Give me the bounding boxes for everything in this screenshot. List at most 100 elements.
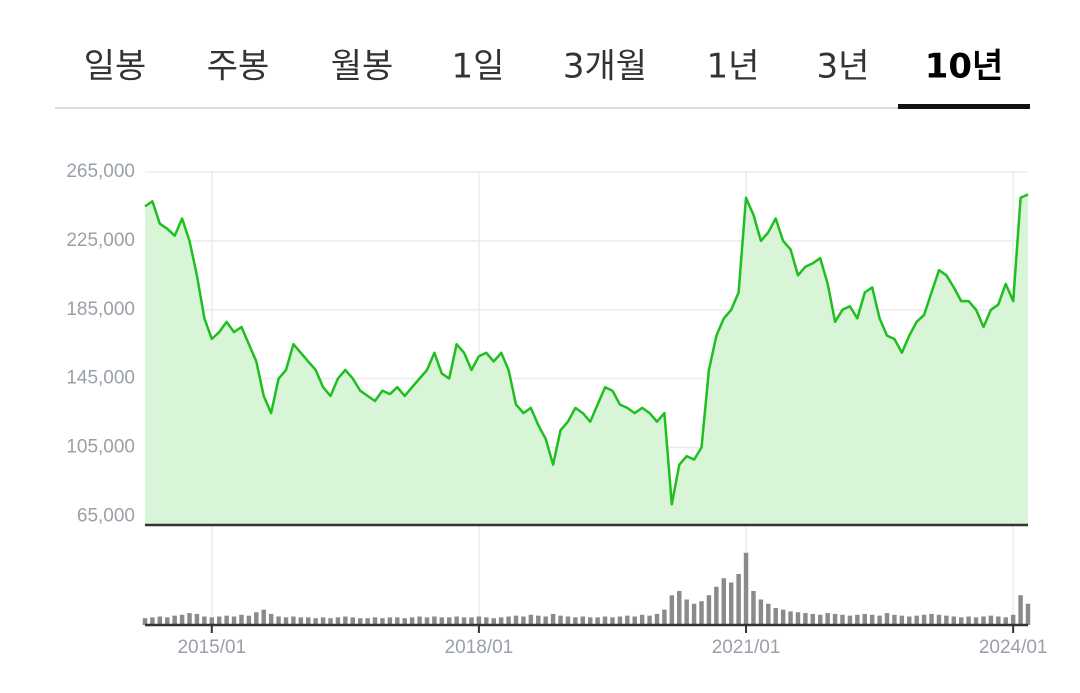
volume-bar — [513, 615, 519, 625]
volume-bar — [736, 574, 741, 625]
volume-bar — [357, 618, 363, 625]
volume-bar — [424, 617, 430, 625]
volume-bar — [721, 578, 726, 625]
volume-bar — [558, 615, 563, 625]
tab[interactable]: 월봉 — [331, 47, 394, 87]
volume-bar — [395, 617, 400, 625]
volume-bar — [691, 603, 697, 625]
volume-bar — [1018, 595, 1023, 625]
volume-bar — [632, 616, 637, 625]
y-tick-label: 105,000 — [66, 437, 135, 458]
volume-bar — [595, 617, 600, 625]
tab[interactable]: 일봉 — [84, 47, 147, 87]
volume-bar — [973, 617, 979, 625]
volume-bar — [669, 595, 675, 625]
volume-bar — [803, 613, 808, 625]
volume-bar — [565, 616, 571, 625]
tab[interactable]: 3년 — [817, 47, 870, 87]
price-area — [145, 194, 1028, 525]
y-tick-label: 185,000 — [66, 299, 135, 320]
volume-bar — [573, 617, 578, 625]
volume-bar — [165, 617, 170, 625]
volume-bar — [877, 615, 882, 625]
volume-bar — [788, 611, 793, 625]
volume-bar — [536, 615, 541, 625]
volume-bar — [402, 618, 407, 625]
volume-bar — [276, 616, 281, 625]
y-tick-label: 145,000 — [66, 368, 135, 389]
volume-bar — [239, 614, 244, 625]
volume-bar — [602, 616, 608, 625]
volume-bar — [350, 617, 355, 625]
volume-bar — [283, 617, 289, 625]
volume-bar — [179, 614, 185, 625]
volume-bar — [677, 591, 682, 625]
tab[interactable]: 10년 — [925, 47, 1004, 87]
volume-bar — [847, 615, 853, 625]
volume-bar — [996, 616, 1001, 625]
volume-bar — [684, 599, 689, 625]
volume-bar — [372, 617, 378, 625]
volume-bar — [194, 613, 200, 625]
volume-bar — [773, 608, 778, 625]
volume-bar — [439, 617, 445, 625]
volume-bar — [298, 617, 304, 625]
volume-bar — [380, 618, 385, 625]
volume-bar — [231, 616, 237, 625]
volume-bar — [216, 616, 222, 625]
volume-bar — [142, 618, 148, 625]
volume-bar — [825, 613, 830, 625]
volume-bar — [699, 601, 704, 625]
volume-bar — [246, 615, 252, 625]
volume-bar — [335, 617, 341, 625]
volume-bar — [1010, 614, 1016, 625]
volume-bar — [187, 613, 192, 625]
volume-bar — [617, 616, 623, 625]
volume-bar — [469, 617, 474, 625]
tab[interactable]: 1년 — [707, 47, 760, 87]
volume-bar — [706, 595, 712, 625]
volume-bar — [944, 615, 949, 625]
tab[interactable]: 주봉 — [207, 47, 270, 87]
volume-bar — [461, 617, 467, 625]
volume-bar — [639, 614, 645, 625]
volume-bar — [150, 617, 155, 625]
volume-bar — [884, 613, 890, 625]
volume-bar — [869, 614, 875, 625]
volume-bar — [714, 586, 719, 625]
volume-bar — [743, 552, 749, 625]
volume-bar — [840, 614, 845, 625]
volume-bar — [855, 614, 860, 625]
tab[interactable]: 1일 — [452, 47, 505, 87]
volume-bar — [958, 617, 964, 625]
volume-bar — [966, 616, 971, 625]
volume-bar — [528, 614, 534, 625]
tab[interactable]: 3개월 — [563, 47, 647, 87]
volume-bar — [929, 613, 934, 625]
active-tab-underline — [898, 104, 1030, 109]
volume-bar — [751, 591, 756, 625]
volume-bar — [320, 617, 326, 625]
volume-bar — [610, 617, 615, 625]
volume-bar — [892, 614, 897, 625]
volume-bar — [862, 613, 867, 625]
volume-bar — [343, 616, 348, 625]
volume-bar — [728, 582, 734, 625]
volume-bar — [914, 615, 919, 625]
volume-bar — [224, 615, 229, 625]
volume-bar — [306, 617, 311, 625]
volume-bar — [587, 617, 593, 625]
volume-bar — [432, 616, 437, 625]
volume-bar — [454, 616, 459, 625]
price-line — [144, 193, 1029, 506]
volume-bar — [202, 616, 207, 625]
volume-bar — [625, 615, 630, 625]
volume-bar — [328, 618, 333, 625]
volume-bar — [254, 612, 259, 625]
volume-bar — [209, 617, 215, 625]
volume-bar — [268, 613, 274, 625]
volume-bar — [936, 614, 942, 625]
volume-bar — [261, 609, 266, 625]
